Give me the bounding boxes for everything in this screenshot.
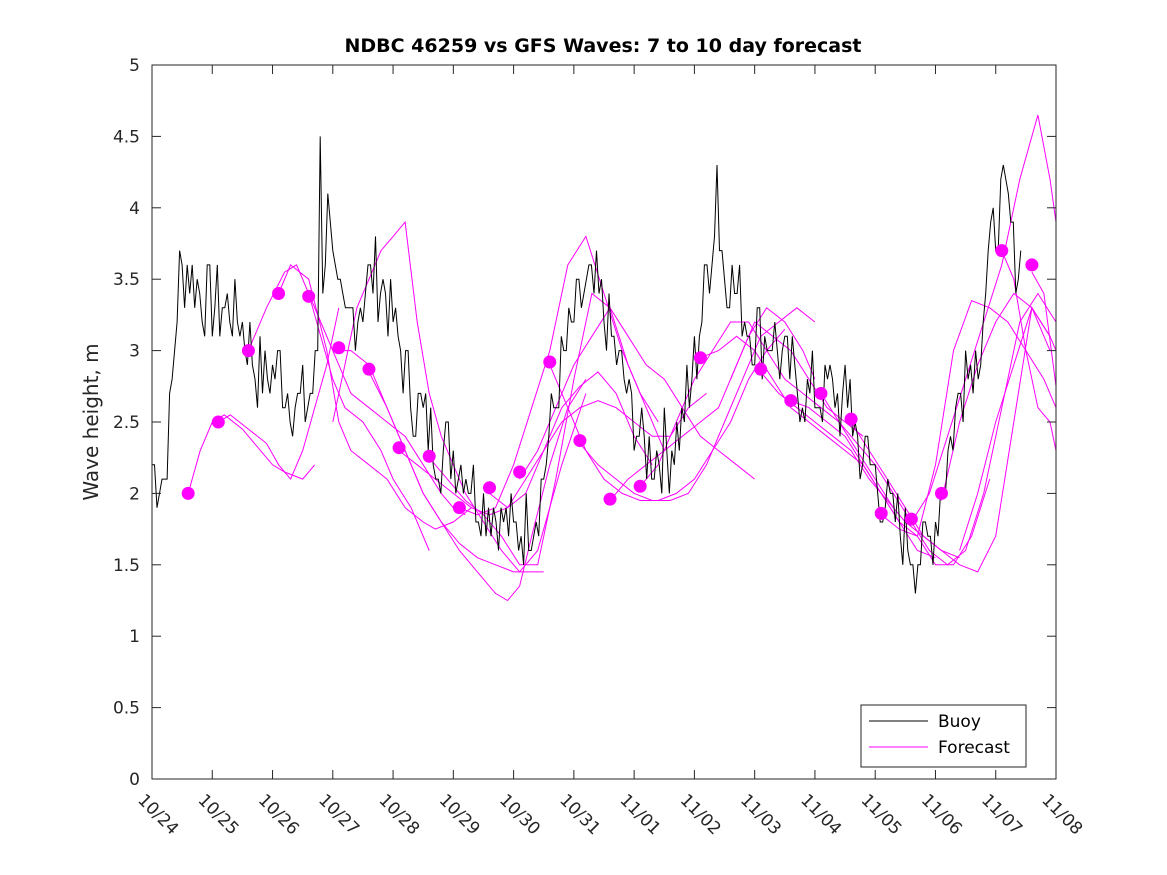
forecast-marker <box>874 506 888 520</box>
x-tick-label: 10/25 <box>194 790 243 839</box>
forecast-marker <box>543 355 557 369</box>
forecast-marker <box>693 351 707 365</box>
forecast-marker <box>272 286 286 300</box>
legend-forecast-label: Forecast <box>938 738 1010 758</box>
x-tick-label: 11/07 <box>977 790 1026 839</box>
y-tick-label: 2.5 <box>113 413 140 433</box>
forecast-marker <box>211 415 225 429</box>
x-tick-label: 11/05 <box>857 790 906 839</box>
forecast-marker <box>573 434 587 448</box>
forecast-line <box>187 414 316 494</box>
x-tick-label: 11/06 <box>917 790 966 839</box>
forecast-marker <box>995 244 1009 258</box>
x-tick-label: 11/01 <box>616 790 665 839</box>
x-tick-label: 11/04 <box>796 790 845 839</box>
forecast-line <box>850 305 1051 573</box>
y-tick-label: 5 <box>129 56 140 76</box>
forecast-line <box>549 328 786 501</box>
x-tick-label: 11/02 <box>676 790 725 839</box>
x-tick-label: 10/28 <box>375 790 424 839</box>
x-tick-label: 10/24 <box>133 790 182 839</box>
forecast-line <box>1001 250 1057 451</box>
plot-area <box>152 65 1056 779</box>
legend-buoy-label: Buoy <box>938 712 981 732</box>
forecast-line <box>332 220 587 573</box>
forecast-marker <box>603 492 617 506</box>
x-tick-label: 10/26 <box>254 790 303 839</box>
y-axis-label: Wave height, m <box>79 343 103 500</box>
y-tick-label: 4.5 <box>113 127 140 147</box>
forecast-marker <box>241 344 255 358</box>
x-tick-label: 10/27 <box>314 790 363 839</box>
forecast-marker <box>513 465 527 479</box>
forecast-marker <box>934 486 948 500</box>
forecast-marker <box>1025 258 1039 272</box>
y-tick-label: 1 <box>129 627 140 647</box>
forecast-line <box>308 293 466 516</box>
y-tick-label: 0.5 <box>113 699 140 719</box>
forecast-marker <box>814 386 828 400</box>
y-axis-ticks: 0 0.5 1 1.5 2 2.5 3 3.5 4 4.5 5 <box>113 56 1056 790</box>
y-tick-label: 0 <box>129 770 140 790</box>
forecast-marker <box>392 441 406 455</box>
forecast-line <box>218 307 340 481</box>
forecast-line <box>247 264 430 551</box>
x-tick-label: 11/03 <box>736 790 785 839</box>
legend-box <box>860 704 1027 768</box>
forecast-marker <box>332 341 346 355</box>
forecast-marker <box>422 449 436 463</box>
y-tick-label: 4 <box>129 199 140 219</box>
forecast-marker <box>362 362 376 376</box>
forecast-markers <box>181 244 1039 526</box>
forecast-line <box>428 292 665 566</box>
forecast-line <box>790 400 991 566</box>
forecast-line <box>278 264 472 530</box>
forecast-line <box>730 307 816 380</box>
forecast-marker <box>844 412 858 426</box>
x-tick-label: 10/30 <box>495 790 544 839</box>
legend: Buoy Forecast <box>860 704 1027 768</box>
forecast-line <box>459 235 659 516</box>
forecast-marker <box>181 486 195 500</box>
buoy-line-path <box>152 136 1022 594</box>
buoy-line <box>152 136 1022 594</box>
forecast-line <box>880 299 1057 537</box>
forecast-line <box>579 307 816 501</box>
forecast-marker <box>452 501 466 515</box>
forecast-marker <box>482 481 496 495</box>
chart-title: NDBC 46259 vs GFS Waves: 7 to 10 day for… <box>344 35 861 57</box>
forecast-line <box>959 306 1051 551</box>
forecast-line <box>910 114 1057 523</box>
x-tick-label: 10/29 <box>435 790 484 839</box>
forecast-marker <box>633 479 647 493</box>
forecast-marker <box>302 289 316 303</box>
y-tick-label: 2 <box>129 484 140 504</box>
x-tick-label: 10/31 <box>555 790 604 839</box>
forecast-marker <box>754 362 768 376</box>
y-tick-label: 3 <box>129 342 140 362</box>
forecast-line <box>1031 271 1057 387</box>
x-tick-label: 11/08 <box>1037 790 1086 839</box>
y-tick-label: 1.5 <box>113 556 140 576</box>
forecast-marker <box>784 394 798 408</box>
y-tick-label: 3.5 <box>113 270 140 290</box>
forecast-marker <box>904 512 918 526</box>
